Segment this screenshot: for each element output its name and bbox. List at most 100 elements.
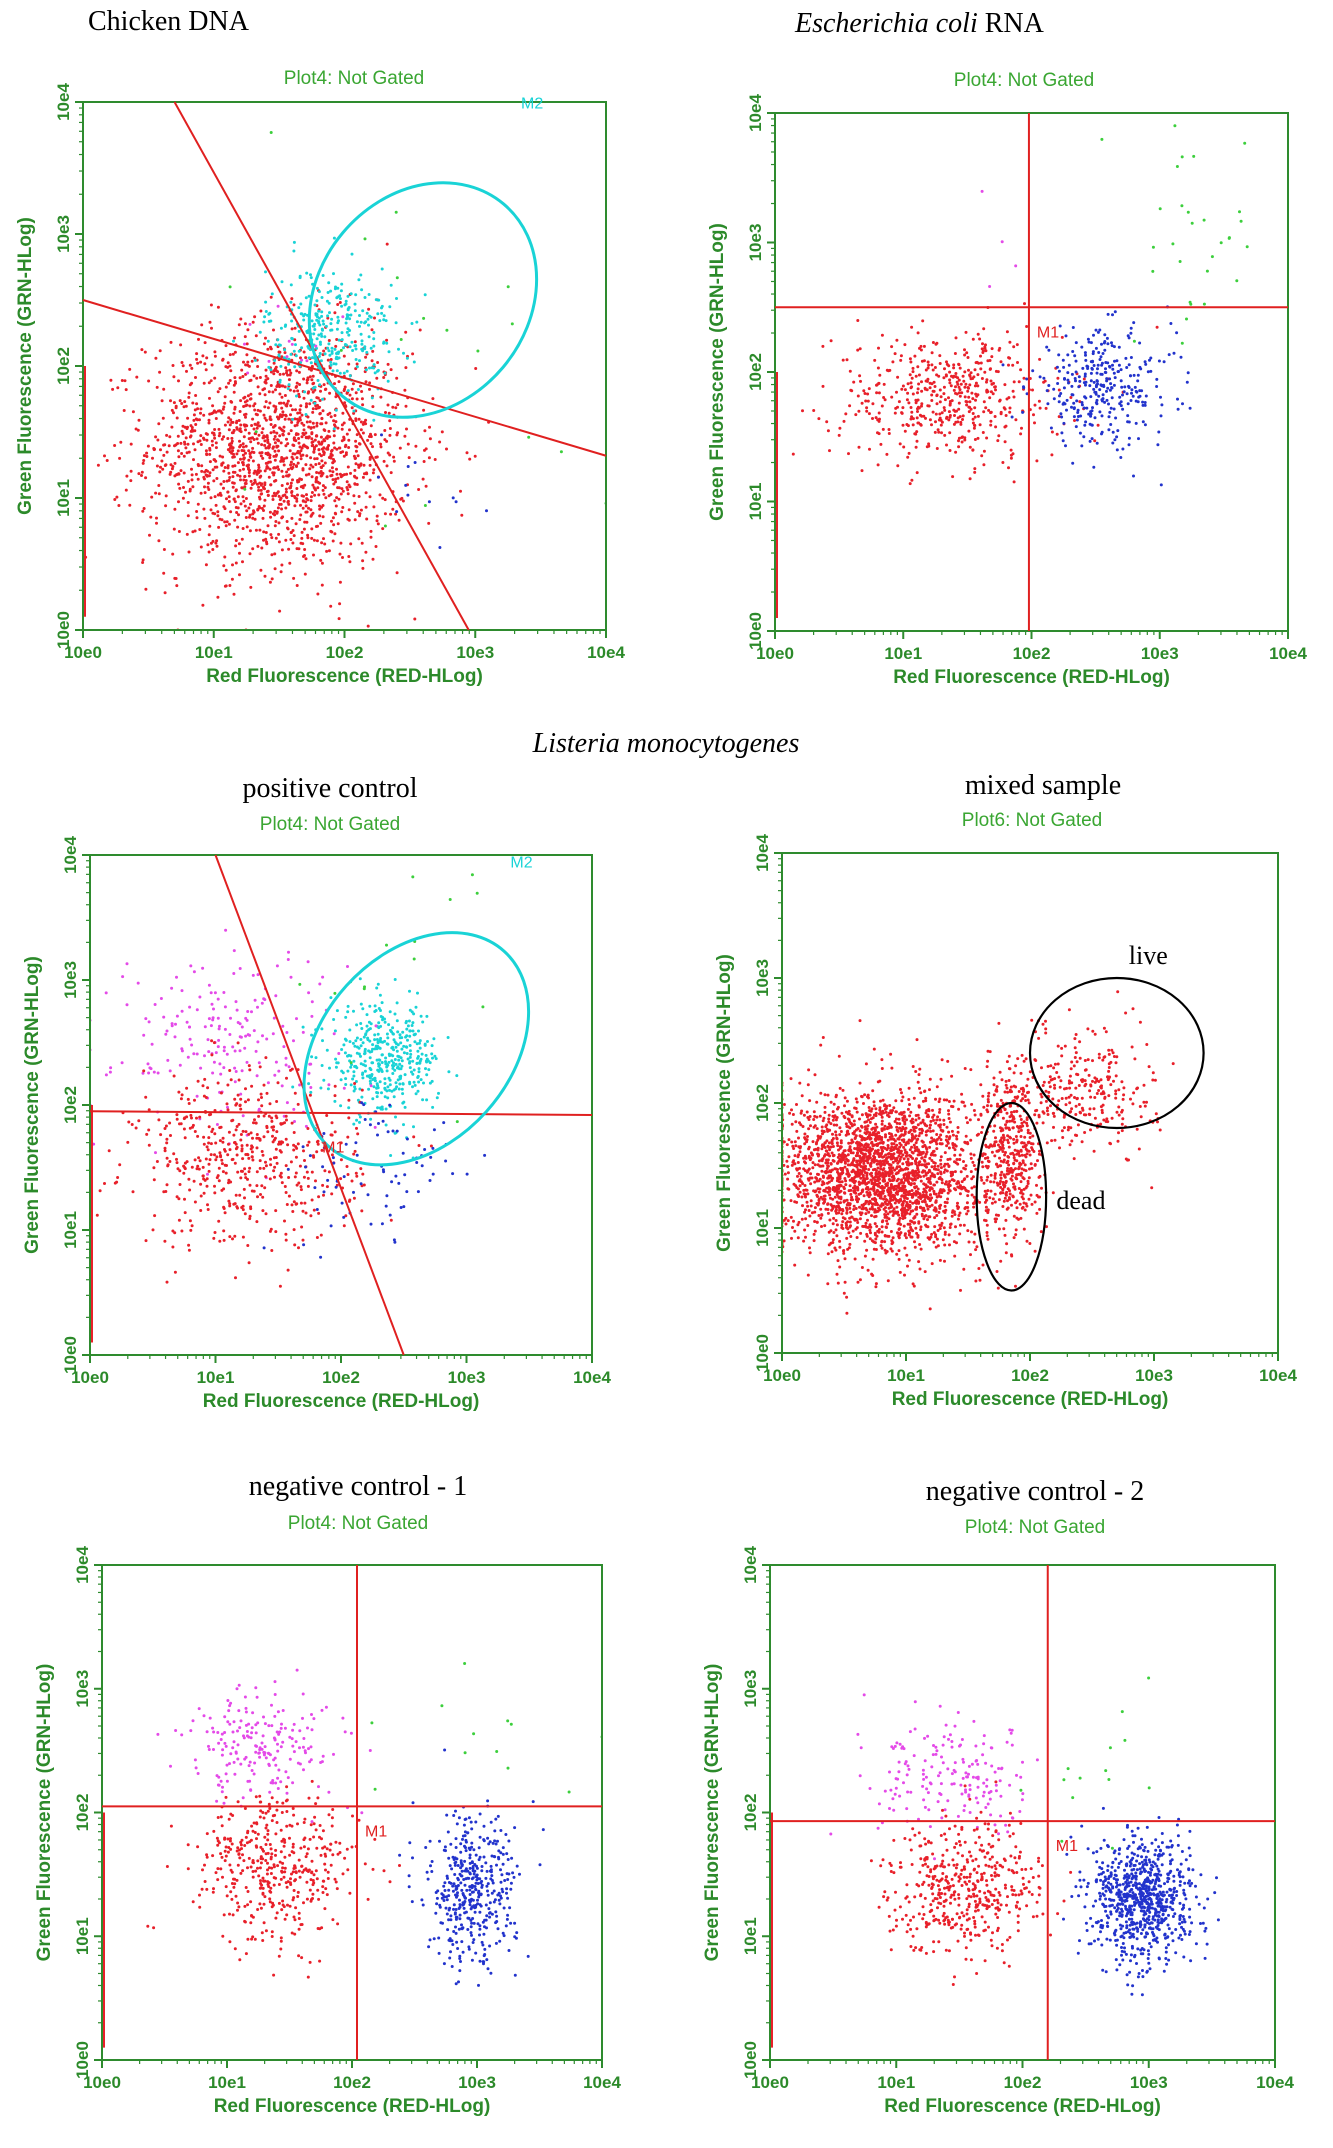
point-cyan [375,1095,379,1099]
point-red [368,457,372,461]
point-cyan [400,1059,404,1063]
point-magenta [246,1033,250,1037]
point-red [268,467,272,471]
point-red [284,1238,288,1242]
point-blue [1095,441,1099,445]
point-cyan [402,1044,406,1048]
point-blue [390,1180,394,1184]
point-red [819,1216,823,1220]
point-red [170,425,174,429]
point-cyan [361,309,365,313]
point-red [901,384,905,388]
point-red [248,552,252,556]
point-cyan [373,1077,376,1080]
point-red [317,1195,321,1199]
point-red [229,418,233,422]
point-cyan [320,1064,324,1067]
point-red [325,549,329,553]
point-magenta [144,1017,148,1021]
x-tick-label: 10e0 [71,1368,109,1387]
point-blue [376,475,380,479]
point-red [261,1195,265,1199]
point-red [842,419,846,423]
point-red [233,336,236,340]
point-red [893,1168,897,1172]
point-red [255,376,259,380]
point-magenta [104,991,108,995]
point-red [293,1243,297,1247]
point-red [238,468,242,472]
point-red [982,400,986,404]
point-red [217,1179,221,1183]
point-blue [1127,436,1131,440]
point-red [124,388,128,392]
point-red [867,412,871,416]
point-cyan [322,1078,326,1082]
point-cyan [380,306,383,310]
point-red [339,1177,343,1181]
point-cyan [325,1048,329,1052]
point-red [286,499,290,503]
point-red [355,1126,358,1130]
y-tick-label: 10e4 [54,83,73,121]
point-red [143,350,147,354]
point-red [990,355,994,359]
point-cyan [413,1083,417,1087]
point-red [291,408,294,412]
point-red [209,541,213,545]
point-red [926,1207,930,1211]
point-red [239,1133,243,1136]
point-red [969,377,973,381]
point-green [269,131,273,134]
point-magenta [250,1010,253,1014]
point-magenta [229,1016,232,1020]
point-cyan [367,1087,371,1091]
point-blue [1057,353,1061,357]
x-tick-label: 10e2 [326,643,364,662]
point-cyan [393,1012,397,1016]
point-red [245,403,249,407]
point-red [952,422,956,426]
point-blue [1085,406,1089,410]
point-red [339,475,343,479]
point-red [878,373,882,377]
point-blue [1103,333,1107,337]
point-cyan [380,1053,384,1057]
point-red [987,408,991,412]
point-red [177,1090,181,1094]
point-blue [423,1148,427,1151]
point-cyan [405,1027,409,1031]
point-red [269,384,273,387]
point-red [140,474,143,477]
point-red [883,398,887,402]
point-red [264,1056,268,1060]
point-cyan [269,368,273,372]
point-cyan [361,1041,365,1045]
point-red [210,1053,214,1057]
point-red [356,1132,360,1136]
point-red [265,1126,269,1130]
point-red [970,391,974,395]
point-red [194,472,198,476]
point-red [969,1138,973,1142]
point-red [955,1158,959,1161]
point-red [948,449,952,452]
point-magenta [222,1045,226,1049]
point-red [925,388,929,392]
point-cyan [405,356,409,360]
point-red [183,1167,187,1171]
point-cyan [354,347,358,351]
point-red [223,520,227,524]
point-red [252,509,255,513]
point-magenta [168,1069,172,1073]
point-red [203,1077,207,1081]
point-red [239,1138,243,1142]
point-red [274,1209,278,1213]
point-cyan [334,1057,338,1061]
point-blue [1144,394,1148,398]
point-red [244,451,247,455]
point-red [250,1150,254,1154]
point-red [258,392,262,396]
point-red [966,356,970,359]
point-red [273,524,277,528]
